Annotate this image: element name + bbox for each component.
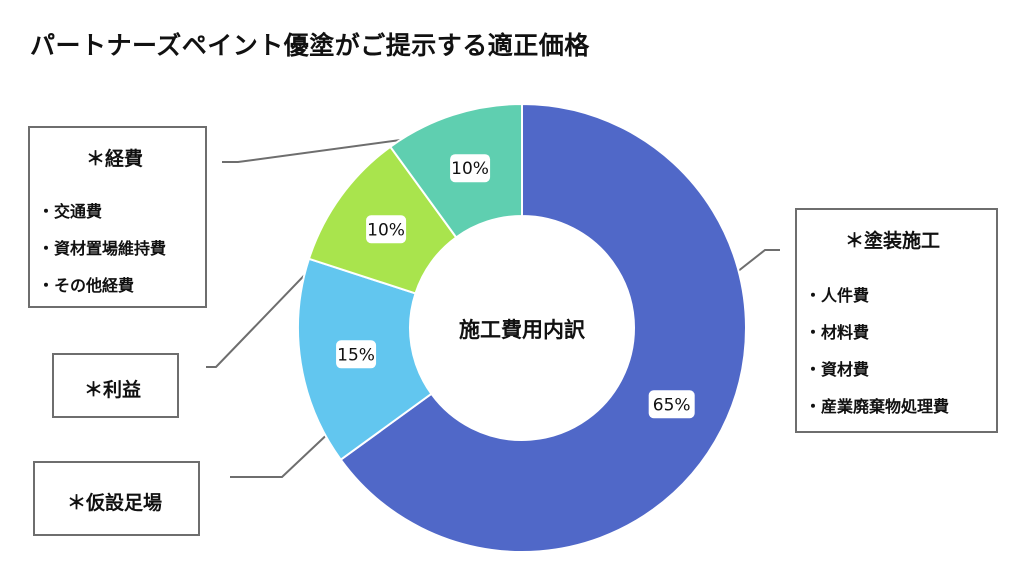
data-label-rieki: 10%: [367, 220, 405, 240]
callout-keihi-item-1: ・交通費: [38, 202, 103, 221]
data-label-bg-kasetsu: [336, 340, 377, 369]
data-label-bg-tosou: [648, 390, 695, 419]
callout-kasetsu: ＊仮設足場: [33, 461, 200, 536]
callout-keihi: ＊経費 ・交通費 ・資材置場維持費 ・その他経費: [28, 126, 207, 308]
callout-rieki: ＊利益: [52, 353, 179, 418]
data-label-bg-keihi: [450, 154, 491, 183]
page-title: パートナーズペイント優塗がご提示する適正価格: [30, 31, 590, 60]
data-labels: 65% 15% 10% 10%: [336, 154, 695, 419]
callout-tosou-item-4: ・産業廃棄物処理費: [805, 397, 950, 416]
callout-keihi-item-2: ・資材置場維持費: [38, 239, 167, 258]
callout-tosou-title: ＊塗装施工: [845, 230, 941, 252]
callout-tosou: ＊塗装施工 ・人件費 ・材料費 ・資材費 ・産業廃棄物処理費: [795, 208, 998, 433]
callout-tosou-item-1: ・人件費: [805, 286, 870, 305]
slice-tosou: [339, 102, 747, 553]
data-label-bg-rieki: [366, 215, 407, 244]
data-label-keihi: 10%: [451, 159, 489, 179]
callout-tosou-item-3: ・資材費: [805, 360, 870, 379]
callout-keihi-item-3: ・その他経費: [38, 276, 135, 295]
center-label: 施工費用内訳: [459, 318, 586, 342]
callout-rieki-title: ＊利益: [84, 379, 142, 401]
callout-kasetsu-title: ＊仮設足場: [67, 492, 163, 514]
data-label-tosou: 65%: [653, 395, 691, 415]
leader-line-rieki: [206, 231, 347, 368]
callout-tosou-item-2: ・材料費: [805, 323, 870, 342]
data-label-kasetsu: 15%: [337, 345, 375, 365]
callout-keihi-title: ＊経費: [86, 148, 144, 170]
